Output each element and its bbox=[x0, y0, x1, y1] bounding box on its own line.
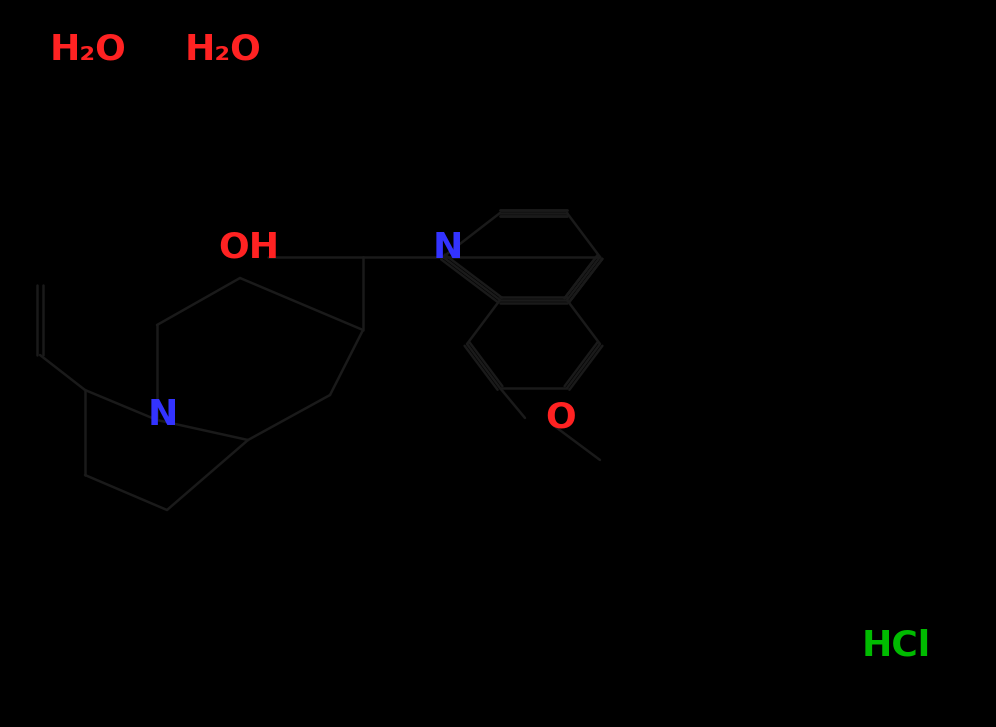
Text: N: N bbox=[148, 398, 178, 432]
Text: O: O bbox=[545, 401, 576, 435]
Text: OH: OH bbox=[218, 231, 279, 265]
Text: HCl: HCl bbox=[862, 628, 931, 662]
Text: H₂O: H₂O bbox=[185, 33, 262, 67]
Text: N: N bbox=[433, 231, 463, 265]
Text: H₂O: H₂O bbox=[50, 33, 126, 67]
